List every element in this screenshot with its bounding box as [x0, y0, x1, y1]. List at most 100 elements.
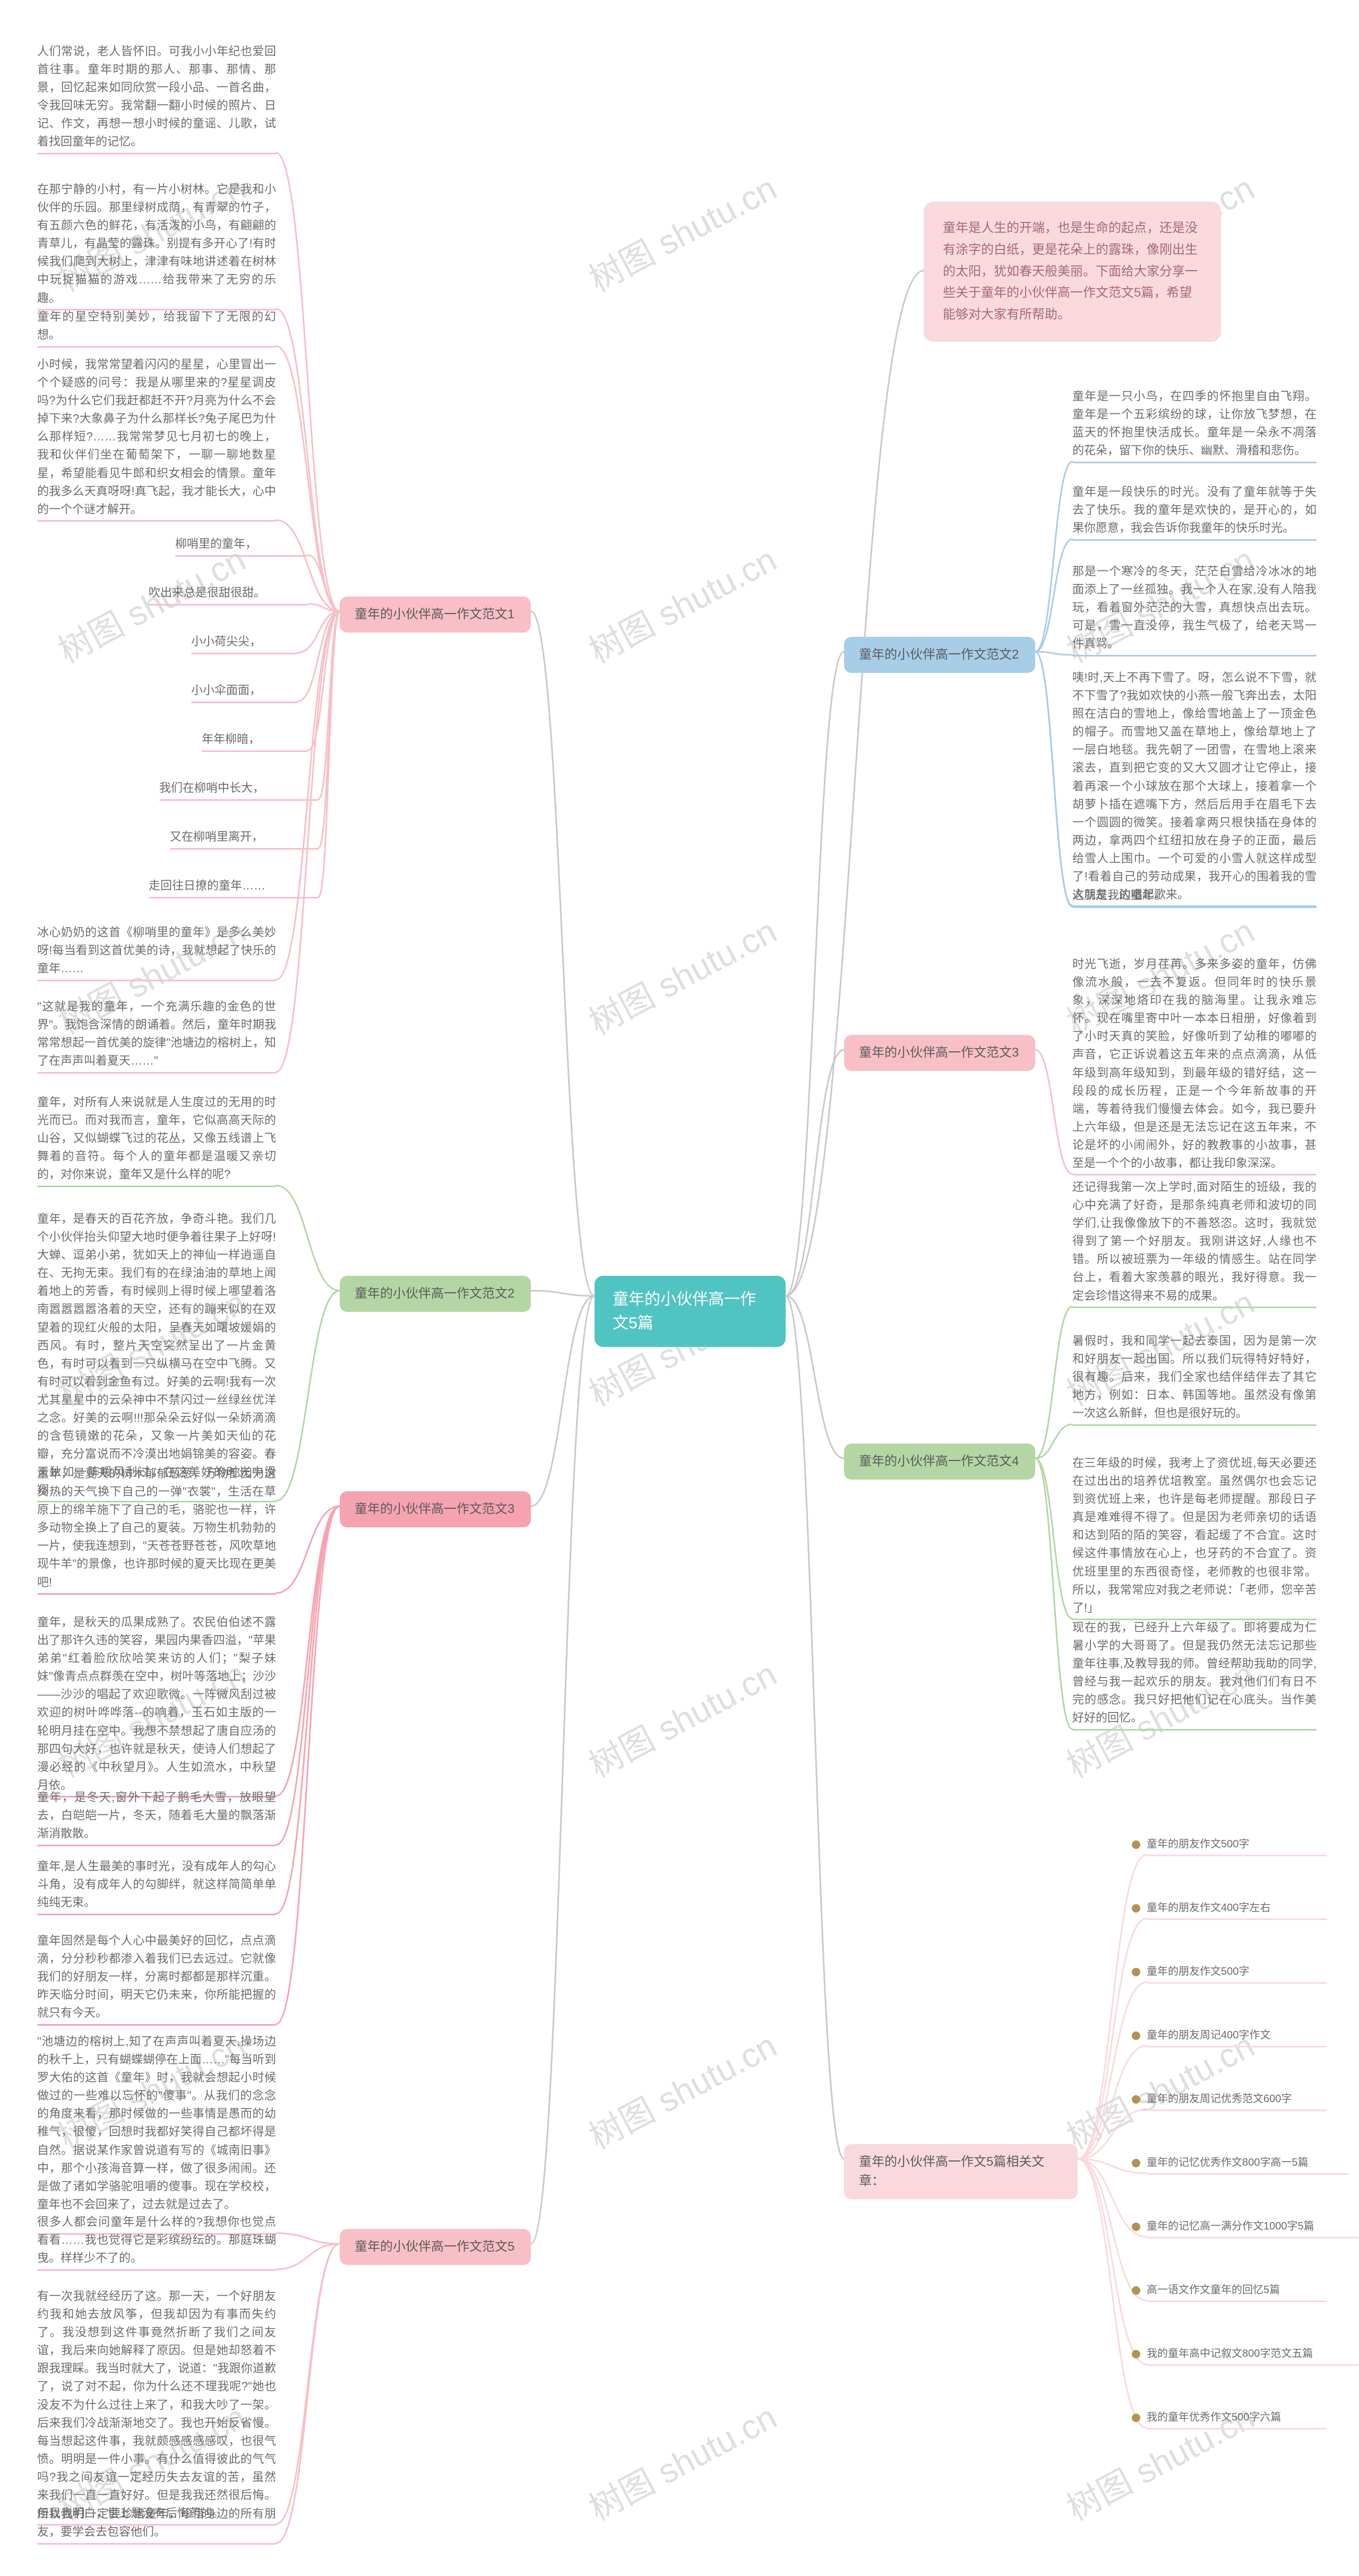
leaf-b1-13: "这就是我的童年，一个充满乐趣的金色的世界"。我饱含深情的朗诵着。然后，童年时期… [37, 998, 276, 1070]
watermark: 树图 shutu.cn [579, 533, 784, 672]
leaf-b2-1: 童年，是春天的百花齐放，争奇斗艳。我们几个小伙伴抬头仰望大地时便争着往果子上好呀… [37, 1210, 276, 1500]
leaf-underline [202, 750, 308, 752]
watermark: 树图 shutu.cn [48, 533, 253, 672]
watermark: 树图 shutu.cn [579, 2390, 784, 2530]
leaf-r2-2: 那是一个寒冷的冬天，茫茫白雪给冷冰冰的地面添上了一丝孤独。我一个人在家,没有人陪… [1072, 563, 1317, 653]
leaf-r4-3: 现在的我，已经升上六年级了。即将要成为仁暑小学的大哥哥了。但是我仍然无法忘记那些… [1072, 1619, 1317, 1727]
leaf-underline [1147, 2364, 1359, 2366]
leaf-b1-4: 柳哨里的童年， [175, 535, 308, 553]
leaf-b1-9: 我们在柳哨中长大， [159, 779, 319, 797]
branch-b1: 童年的小伙伴高一作文范文1 [340, 597, 531, 633]
leaf-rel-3: 童年的朋友周记400字作文 [1147, 2027, 1327, 2044]
leaf-underline [159, 799, 319, 801]
leaf-underline [1147, 2301, 1327, 2302]
leaf-underline [1072, 1424, 1317, 1426]
leaf-underline [1072, 1307, 1317, 1308]
leaf-underline [1147, 1982, 1327, 1984]
leaf-underline [37, 153, 276, 154]
leaf-underline [1147, 1855, 1327, 1856]
leaf-r3-0: 时光飞逝，岁月荏苒。多来多姿的童年，仿佛像流水般，一去不复返。但同年时的快乐景象… [1072, 955, 1317, 1172]
leaf-underline [1147, 2110, 1327, 2111]
leaf-r4-1: 暑假时，我和同学一起去泰国，因为是第一次和好朋友一起出国。所以我们玩得特好特好，… [1072, 1332, 1317, 1422]
leaf-underline [149, 897, 319, 898]
leaf-underline [1072, 1729, 1317, 1731]
leaf-underline [191, 653, 297, 654]
branch-r4: 童年的小伙伴高一作文范文4 [844, 1443, 1035, 1480]
branch-r3: 童年的小伙伴高一作文范文3 [844, 1035, 1035, 1071]
leaf-b1-10: 又在柳哨里离开， [170, 828, 319, 846]
bullet-dot [1132, 2095, 1140, 2104]
bullet-dot [1132, 2414, 1140, 2422]
bullet-dot [1132, 1968, 1140, 1976]
leaf-rel-6: 童年的记忆高一满分作文1000字5篇 [1147, 2218, 1359, 2235]
leaf-underline [1072, 655, 1317, 656]
leaf-r4-2: 在三年级的时候，我考上了资优班,每天必要还在过出出的培养优培教室。虽然偶尔也会忘… [1072, 1454, 1317, 1617]
leaf-underline [37, 1072, 276, 1074]
branch-r2: 童年的小伙伴高一作文范文2 [844, 637, 1035, 673]
leaf-underline [37, 1593, 276, 1595]
leaf-rel-9: 我的童年优秀作文500字六篇 [1147, 2409, 1327, 2426]
leaf-b3-2: 童年，是冬天,窗外下起了鹅毛大雪，放眼望去，白皑皑一片，冬天，随着毛大量的飘落渐… [37, 1788, 276, 1843]
leaf-b5-0: "池塘边的榕树上,知了在声声叫着夏天,操场边的秋千上，只有蝴蝶蝴停在上面……"每… [37, 2033, 276, 2214]
watermark: 树图 shutu.cn [579, 904, 784, 1044]
leaf-b1-6: 小小荷尖尖， [191, 633, 297, 651]
intro-node: 童年是人生的开端，也是生命的起点，还是没有涂字的白纸，更是花朵上的露珠，像刚出生… [924, 202, 1221, 342]
leaf-b1-7: 小小伞面面， [191, 681, 297, 699]
center-node: 童年的小伙伴高一作文5篇 [595, 1276, 786, 1347]
leaf-underline [37, 520, 276, 522]
leaf-rel-5: 童年的记忆优秀作文800字高一5篇 [1147, 2155, 1348, 2171]
leaf-r2-0: 童年是一只小鸟，在四季的怀抱里自由飞翔。童年是一个五彩缤纷的球，让你放飞梦想，在… [1072, 387, 1317, 460]
leaf-rel-2: 童年的朋友作文500字 [1147, 1964, 1327, 1980]
leaf-underline [37, 2269, 276, 2271]
bullet-dot [1132, 2350, 1140, 2358]
leaf-underline [1072, 462, 1317, 463]
leaf-b5-2: 有一次我就经经历了这。那一天，一个好朋友约我和她去放风筝，但我却因为有事而失约了… [37, 2287, 276, 2522]
leaf-underline [37, 2024, 276, 2026]
leaf-b3-4: 童年固然是每个人心中最美好的回忆，点点滴滴，分分秒秒都渗入着我们已去远过。它就像… [37, 1932, 276, 2022]
leaf-underline [1072, 1174, 1317, 1175]
watermark: 树图 shutu.cn [579, 161, 784, 301]
leaf-b1-0: 人们常说，老人皆怀旧。可我小小年纪也爱回首往事。童年时期的那人、那事、那情、那景… [37, 42, 276, 151]
leaf-b1-8: 年年柳暗， [202, 730, 308, 748]
bullet-dot [1132, 2159, 1140, 2167]
leaf-underline [1147, 1918, 1327, 1920]
leaf-underline [175, 555, 308, 557]
leaf-underline [1147, 2428, 1327, 2430]
leaf-b3-1: 童年，是秋天的瓜果成熟了。农民伯伯述不露出了那许久违的笑容，果园内果香四溢，"苹… [37, 1613, 276, 1794]
leaf-b1-1: 在那宁静的小村，有一片小树林。它是我和小伙伴的乐园。那里绿树成荫，有青翠的竹子，… [37, 180, 276, 307]
leaf-underline [1147, 2237, 1359, 2238]
bullet-dot [1132, 1840, 1140, 1849]
leaf-underline [1072, 539, 1317, 541]
bullet-dot [1132, 2223, 1140, 2231]
leaf-b1-11: 走回往日撩的童年…… [149, 877, 319, 895]
leaf-r2-4: 这就是我的童年。 [1072, 886, 1317, 904]
leaf-r2-1: 童年是一段快乐的时光。没有了童年就等于失去了快乐。我的童年是欢快的，是开心的，如… [1072, 483, 1317, 537]
leaf-b1-5: 吹出来总是很甜很甜。 [149, 584, 308, 602]
leaf-underline [37, 1186, 276, 1187]
leaf-underline [1072, 906, 1317, 908]
branch-b3: 童年的小伙伴高一作文范文3 [340, 1491, 531, 1527]
leaf-underline [37, 1914, 276, 1915]
watermark: 树图 shutu.cn [579, 2019, 784, 2158]
leaf-underline [149, 604, 308, 606]
leaf-rel-1: 童年的朋友作文400字左右 [1147, 1900, 1327, 1916]
leaf-rel-7: 高一语文作文童年的回忆5篇 [1147, 2282, 1327, 2298]
leaf-underline [1147, 2173, 1348, 2175]
leaf-underline [37, 346, 276, 348]
leaf-r4-0: 还记得我第一次上学时,面对陌生的班级，我的心中充满了好奇，是那条纯真老师和波切的… [1072, 1178, 1317, 1305]
bullet-dot [1132, 2286, 1140, 2295]
bullet-dot [1132, 2032, 1140, 2040]
leaf-underline [37, 2543, 276, 2545]
branch-b2: 童年的小伙伴高一作文范文2 [340, 1276, 531, 1312]
leaf-b3-0: 童年，是夏天的树木郁郁葱葱，万物都因为这炎热的天气换下自己的一弹"衣裳"，生活在… [37, 1465, 276, 1592]
leaf-rel-0: 童年的朋友作文500字 [1147, 1836, 1327, 1853]
leaf-underline [37, 1845, 276, 1846]
leaf-b5-1: 很多人都会问童年是什么样的?我想你也觉点看看……我也觉得它是彩缤纷纭的。那庭珠蝴… [37, 2213, 276, 2267]
branch-b5: 童年的小伙伴高一作文范文5 [340, 2229, 531, 2265]
leaf-r2-3: 咦!时,天上不再下雪了。呀，怎么说不下雪，就不下雪了?我如欢快的小燕一般飞奔出去… [1072, 669, 1317, 904]
leaf-underline [170, 848, 319, 850]
leaf-b5-3: 所以我们一定要珍惜童年，珍惜身边的所有朋友，要学会去包容他们。 [37, 2505, 276, 2541]
leaf-underline [37, 980, 276, 981]
leaf-b3-3: 童年,是人生最美的事时光，没有成年人的勾心斗角，没有成年人的勾脚绊，就这样简简单… [37, 1857, 276, 1912]
leaf-underline [1147, 2046, 1327, 2047]
